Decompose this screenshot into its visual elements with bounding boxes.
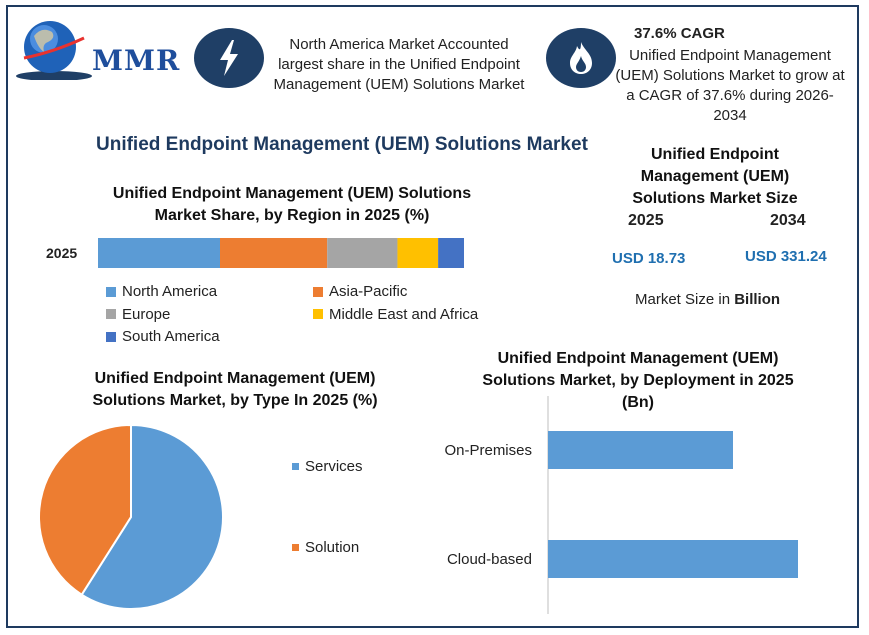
market-size-unit: Market Size in Billion [635, 291, 780, 308]
bar-segment-europe [327, 238, 398, 268]
bar-segment-south-america [438, 238, 464, 268]
type-chart-legend: Services Solution [292, 458, 412, 568]
region-chart-legend: North America Asia-Pacific Europe Middle Ea… [106, 283, 526, 349]
market-size-year-2025: 2025 [628, 212, 664, 229]
legend-swatch [106, 331, 116, 342]
deployment-chart-title: Unified Endpoint Management (UEM) Soluti… [482, 350, 794, 411]
bar-segment-asia-pacific [220, 238, 328, 268]
main-title: Unified Endpoint Management (UEM) Soluti… [96, 134, 588, 155]
lightning-icon [220, 40, 238, 76]
legend-label: Asia-Pacific [329, 283, 408, 300]
legend-item-north-america: North America [106, 283, 217, 300]
legend-item-solution: Solution [292, 539, 359, 556]
legend-label: South America [122, 328, 220, 345]
legend-label: Services [305, 458, 363, 475]
category-label-cloud-based: Cloud-based [447, 551, 532, 568]
legend-item-services: Services [292, 458, 363, 475]
legend-label: North America [122, 283, 218, 300]
cagr-info: Unified Endpoint Management (UEM) Soluti… [615, 47, 845, 124]
logo: MMR [14, 14, 179, 81]
globe-icon [16, 21, 92, 81]
legend-swatch [106, 309, 116, 319]
legend-label: Solution [305, 539, 360, 556]
legend-item-asia-pacific: Asia-Pacific [313, 283, 407, 300]
legend-swatch [313, 309, 323, 319]
bar-segment-middle-east-and-africa [397, 238, 439, 268]
legend-swatch [106, 286, 116, 297]
bar-cloud-based [548, 540, 798, 578]
flame-badge [546, 28, 616, 88]
type-pie-chart [38, 423, 224, 610]
legend-item-europe: Europe [106, 306, 170, 323]
type-chart-title: Unified Endpoint Management (UEM) Soluti… [92, 370, 378, 409]
region-chart-title: Unified Endpoint Management (UEM) Soluti… [112, 185, 472, 224]
pie-slice-services [80, 423, 224, 610]
deployment-bar-chart: On-Premises Cloud-based [444, 396, 798, 614]
legend-swatch [292, 463, 299, 470]
bar-segment-north-america [98, 238, 220, 268]
pie-slice-solution [38, 423, 132, 597]
region-chart-category-label: 2025 [46, 245, 78, 261]
legend-label: Middle East and Africa [329, 305, 479, 323]
legend-item-middle-east-and-africa: Middle East and Africa [313, 306, 478, 323]
market-size-unit-prefix: Market Size in [635, 291, 735, 308]
market-size-unit-bold: Billion [734, 291, 781, 308]
market-size-title: Unified Endpoint Management (UEM) Soluti… [632, 146, 798, 207]
north-america-info: North America Market Accounted largest s… [273, 36, 525, 93]
legend-item-south-america: South America [106, 328, 220, 345]
region-stacked-bar-chart [98, 238, 464, 268]
lightning-badge [194, 28, 264, 88]
cagr-title: 37.6% CAGR [634, 25, 725, 42]
legend-label: Europe [122, 305, 171, 323]
market-size-year-2034: 2034 [770, 212, 806, 229]
category-label-on-premises: On-Premises [444, 442, 532, 459]
infographic-frame [6, 5, 859, 628]
flame-icon [570, 42, 592, 74]
market-size-value-2034: USD 331.24 [745, 248, 827, 265]
bar-on-premises [548, 431, 733, 469]
logo-text: MMR [92, 44, 181, 77]
legend-swatch [313, 286, 323, 297]
market-size-value-2025: USD 18.73 [612, 250, 686, 267]
legend-swatch [292, 544, 299, 551]
